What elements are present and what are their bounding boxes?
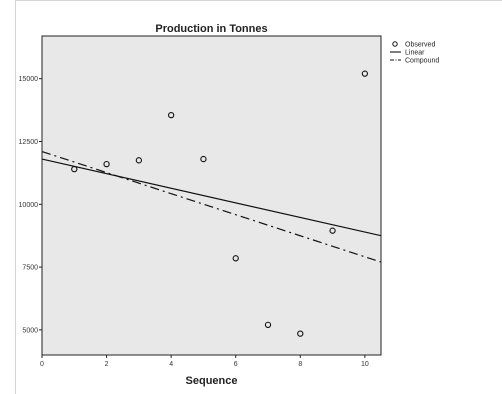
plot-border (41, 35, 382, 356)
data-point-observed (167, 111, 175, 119)
data-point-observed (329, 227, 336, 234)
plot-area (42, 36, 381, 355)
data-point-observed (264, 321, 272, 329)
legend-label-linear: Linear (405, 50, 425, 57)
data-point-observed (71, 165, 78, 173)
series-line-compound (41, 150, 382, 263)
chart-title: Production in Tonnes (155, 23, 267, 35)
x-axis-label: Sequence (186, 375, 238, 387)
x-axis: 0 2 4 6 8 10 (40, 355, 369, 368)
viewer-frame-left (15, 0, 16, 394)
x-tick-label: 8 (298, 361, 302, 368)
y-tick-label: 12500 (19, 139, 39, 146)
x-tick-label: 0 (40, 361, 44, 368)
y-tick-label: 7500 (22, 265, 38, 272)
legend-label-observed: Observed (405, 42, 435, 49)
x-tick-label: 2 (105, 361, 109, 368)
x-tick-label: 10 (361, 361, 369, 368)
viewer-frame-top (15, 0, 502, 1)
data-point-observed (135, 157, 143, 164)
x-tick-label: 4 (169, 361, 173, 368)
data-point-observed (361, 70, 369, 77)
y-tick-label: 10000 (19, 202, 39, 209)
data-point-observed (297, 330, 304, 337)
data-point-observed (232, 255, 239, 262)
series-line-linear (41, 158, 382, 237)
data-point-observed (200, 155, 207, 163)
legend-marker-observed (392, 41, 398, 47)
series-layer (41, 70, 382, 337)
x-tick-label: 6 (234, 361, 238, 368)
y-tick-label: 5000 (22, 327, 38, 334)
y-axis: 5000 7500 10000 12500 15000 (19, 76, 42, 334)
legend-label-compound: Compound (405, 58, 439, 65)
data-point-observed (103, 160, 110, 168)
y-tick-label: 15000 (19, 76, 39, 83)
